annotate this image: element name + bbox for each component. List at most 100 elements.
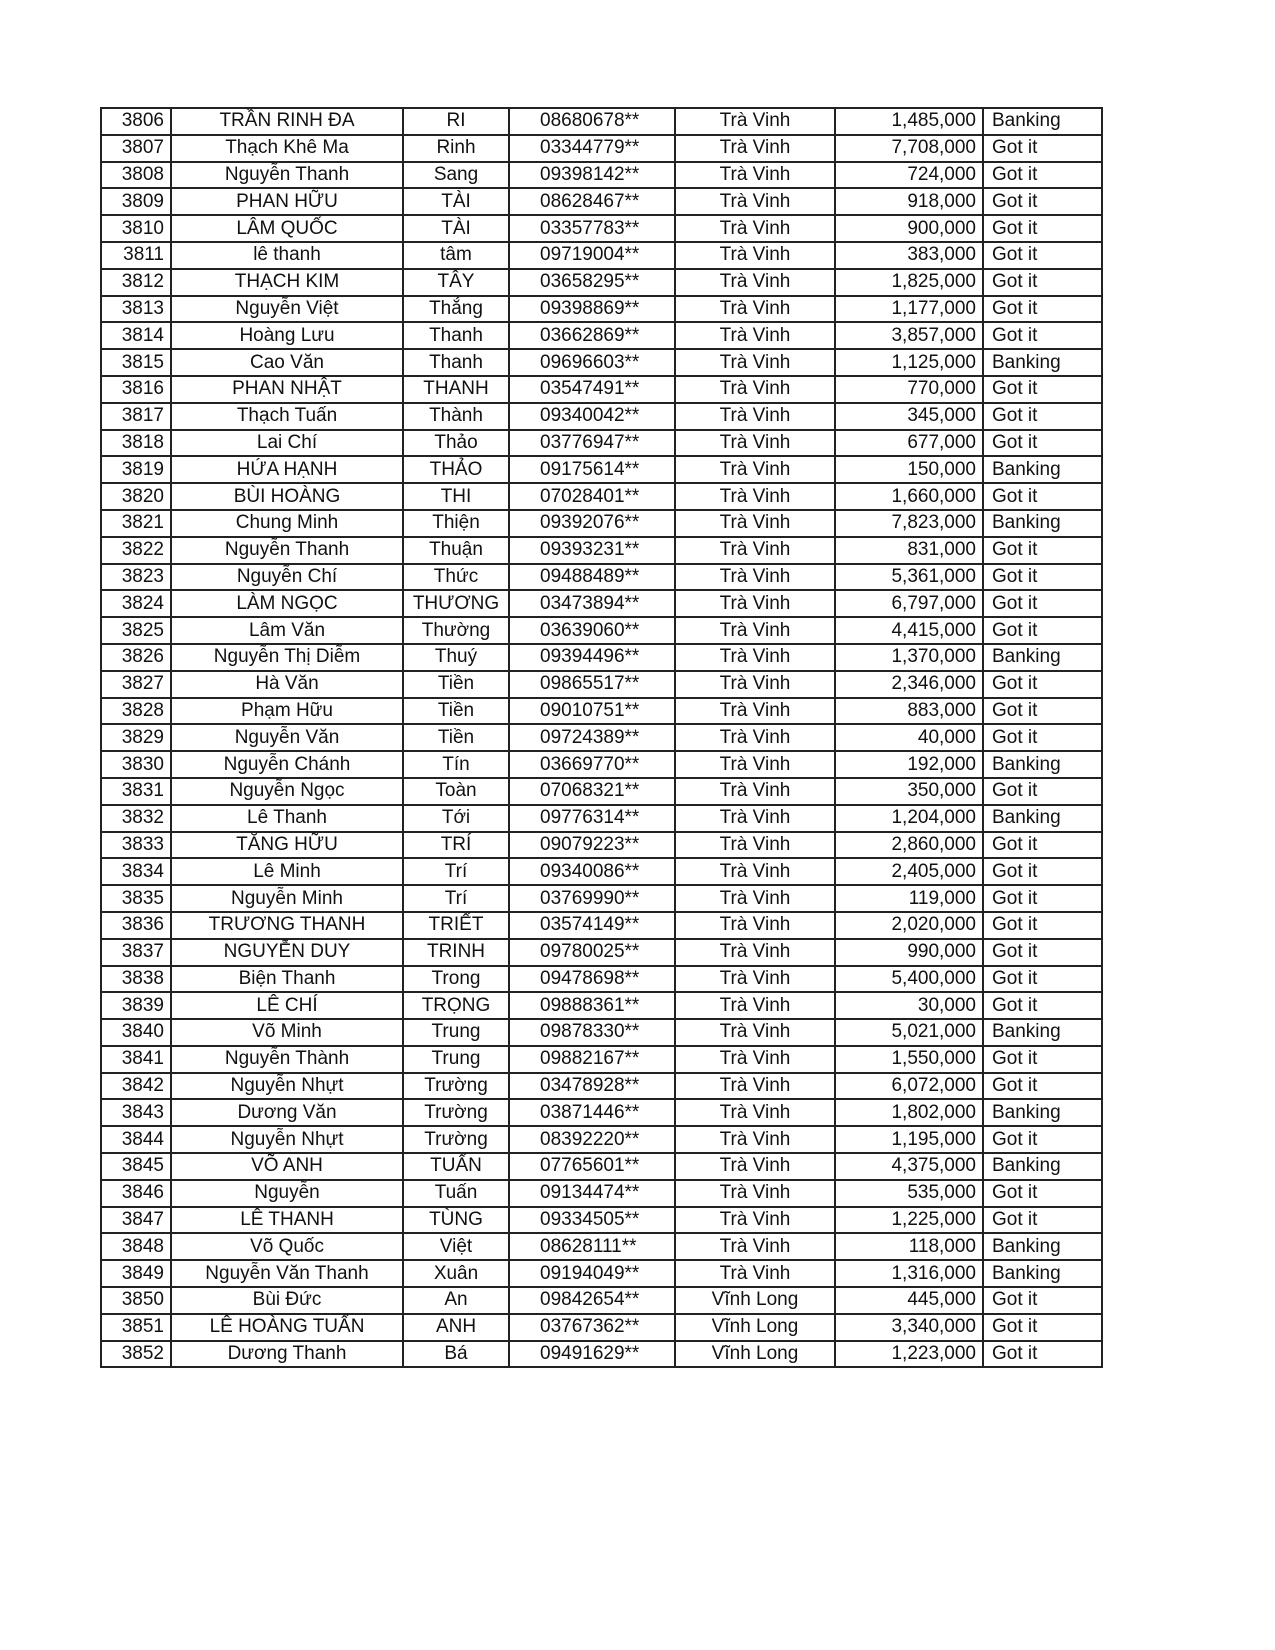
phone-cell: 03473894**: [508, 589, 676, 619]
given-name-cell: Xuân: [402, 1259, 510, 1289]
amount-cell: 1,177,000: [834, 294, 984, 324]
row-number-cell: 3816: [100, 374, 172, 404]
row-number-cell: 3842: [100, 1071, 172, 1101]
table-row: 3825 Lâm Văn Thường 03639060** Trà Vinh 4,415…: [100, 616, 1103, 645]
given-name-cell: Trí: [402, 884, 510, 913]
family-name-cell: Nguyễn Thành: [170, 1044, 404, 1074]
table-row: 3839 LÊ CHÍ TRỌNG 09888361** Trà Vinh 30,000 G…: [100, 991, 1103, 1021]
status-cell: Got it: [982, 321, 1103, 351]
family-name-cell: PHAN HỮU: [170, 187, 404, 217]
phone-cell: 09340086**: [508, 857, 676, 887]
table-row: 3837 NGUYỄN DUY TRINH 09780025** Trà Vinh 990…: [100, 937, 1103, 967]
table-row: 3832 Lê Thanh Tới 09776314** Trà Vinh 1,204,0…: [100, 803, 1103, 833]
given-name-cell: Thiện: [402, 508, 510, 538]
given-name-cell: Tuấn: [402, 1178, 510, 1208]
status-cell: Got it: [982, 428, 1103, 458]
province-cell: Trà Vinh: [674, 1071, 836, 1101]
province-cell: Trà Vinh: [674, 937, 836, 967]
given-name-cell: THANH: [402, 374, 510, 404]
province-cell: Trà Vinh: [674, 830, 836, 860]
amount-cell: 724,000: [834, 160, 984, 190]
amount-cell: 900,000: [834, 214, 984, 243]
province-cell: Vĩnh Long: [674, 1339, 836, 1369]
given-name-cell: tâm: [402, 240, 510, 270]
family-name-cell: Nguyễn Việt: [170, 294, 404, 324]
family-name-cell: Nguyễn Nhựt: [170, 1125, 404, 1155]
province-cell: Trà Vinh: [674, 374, 836, 404]
family-name-cell: Thạch Khê Ma: [170, 133, 404, 163]
row-number-cell: 3806: [100, 107, 172, 136]
table-row: 3834 Lê Minh Trí 09340086** Trà Vinh 2,405,00…: [100, 857, 1103, 887]
status-cell: Got it: [982, 240, 1103, 270]
phone-cell: 09398869**: [508, 294, 676, 324]
phone-cell: 03639060**: [508, 616, 676, 645]
amount-cell: 1,195,000: [834, 1125, 984, 1155]
amount-cell: 1,225,000: [834, 1205, 984, 1235]
status-cell: Banking: [982, 1232, 1103, 1262]
phone-cell: 09394496**: [508, 642, 676, 672]
province-cell: Trà Vinh: [674, 589, 836, 619]
phone-cell: 09842654**: [508, 1286, 676, 1315]
recipient-table: 3806 TRẦN RINH ĐA RI 08680678** Trà Vinh 1,48…: [100, 107, 1103, 1369]
row-number-cell: 3840: [100, 1018, 172, 1047]
family-name-cell: TĂNG HỮU: [170, 830, 404, 860]
amount-cell: 2,346,000: [834, 669, 984, 699]
amount-cell: 4,415,000: [834, 616, 984, 645]
phone-cell: 09780025**: [508, 937, 676, 967]
row-number-cell: 3850: [100, 1286, 172, 1315]
phone-cell: 09398142**: [508, 160, 676, 190]
status-cell: Banking: [982, 1259, 1103, 1289]
row-number-cell: 3827: [100, 669, 172, 699]
row-number-cell: 3810: [100, 214, 172, 243]
amount-cell: 535,000: [834, 1178, 984, 1208]
province-cell: Trà Vinh: [674, 133, 836, 163]
phone-cell: 03776947**: [508, 428, 676, 458]
table-row: 3845 VÕ ANH TUẤN 07765601** Trà Vinh 4,375,00…: [100, 1152, 1103, 1181]
row-number-cell: 3818: [100, 428, 172, 458]
table-row: 3809 PHAN HỮU TÀI 08628467** Trà Vinh 918,000…: [100, 187, 1103, 217]
table-body: 3806 TRẦN RINH ĐA RI 08680678** Trà Vinh 1,48…: [100, 107, 1103, 1369]
family-name-cell: Võ Minh: [170, 1018, 404, 1047]
row-number-cell: 3813: [100, 294, 172, 324]
given-name-cell: Toàn: [402, 776, 510, 806]
phone-cell: 09194049**: [508, 1259, 676, 1289]
province-cell: Trà Vinh: [674, 562, 836, 592]
phone-cell: 07068321**: [508, 776, 676, 806]
amount-cell: 4,375,000: [834, 1152, 984, 1181]
amount-cell: 7,708,000: [834, 133, 984, 163]
amount-cell: 1,660,000: [834, 482, 984, 511]
amount-cell: 5,400,000: [834, 964, 984, 994]
family-name-cell: VÕ ANH: [170, 1152, 404, 1181]
phone-cell: 09079223**: [508, 830, 676, 860]
family-name-cell: Dương Thanh: [170, 1339, 404, 1369]
given-name-cell: TRINH: [402, 937, 510, 967]
province-cell: Trà Vinh: [674, 723, 836, 753]
row-number-cell: 3838: [100, 964, 172, 994]
phone-cell: 09134474**: [508, 1178, 676, 1208]
row-number-cell: 3814: [100, 321, 172, 351]
given-name-cell: TÀI: [402, 214, 510, 243]
table-row: 3823 Nguyễn Chí Thức 09488489** Trà Vinh 5,36…: [100, 562, 1103, 592]
province-cell: Vĩnh Long: [674, 1286, 836, 1315]
given-name-cell: Thành: [402, 401, 510, 431]
family-name-cell: Nguyễn Nhựt: [170, 1071, 404, 1101]
province-cell: Trà Vinh: [674, 776, 836, 806]
given-name-cell: Thường: [402, 616, 510, 645]
phone-cell: 09340042**: [508, 401, 676, 431]
table-row: 3835 Nguyễn Minh Trí 03769990** Trà Vinh 119,…: [100, 884, 1103, 913]
table-row: 3846 Nguyễn Tuấn 09134474** Trà Vinh 535,000 G…: [100, 1178, 1103, 1208]
given-name-cell: RI: [402, 107, 510, 136]
row-number-cell: 3809: [100, 187, 172, 217]
table-row: 3841 Nguyễn Thành Trung 09882167** Trà Vinh 1…: [100, 1044, 1103, 1074]
table-row: 3815 Cao Văn Thanh 09696603** Trà Vinh 1,125,…: [100, 348, 1103, 377]
amount-cell: 2,405,000: [834, 857, 984, 887]
given-name-cell: Tiền: [402, 669, 510, 699]
phone-cell: 03662869**: [508, 321, 676, 351]
amount-cell: 1,802,000: [834, 1098, 984, 1128]
province-cell: Trà Vinh: [674, 1044, 836, 1074]
amount-cell: 6,797,000: [834, 589, 984, 619]
family-name-cell: lê thanh: [170, 240, 404, 270]
row-number-cell: 3821: [100, 508, 172, 538]
status-cell: Banking: [982, 508, 1103, 538]
given-name-cell: TÙNG: [402, 1205, 510, 1235]
